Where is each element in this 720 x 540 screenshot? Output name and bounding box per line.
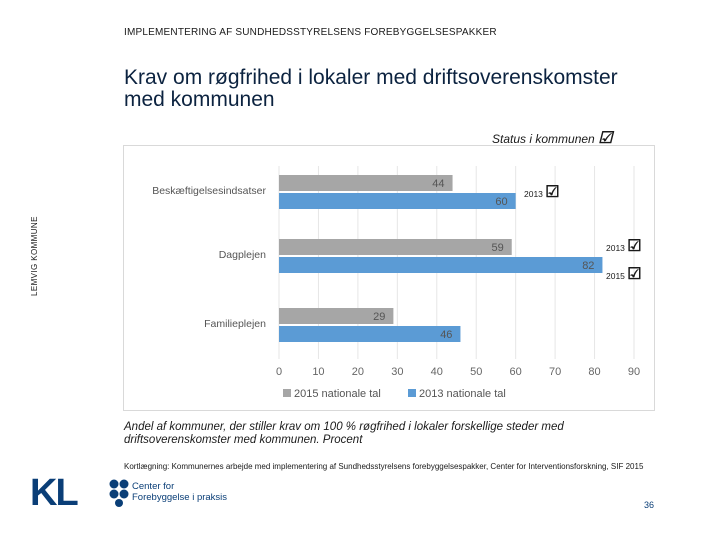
x-tick-label: 0 [276, 366, 282, 378]
x-tick-label: 70 [549, 366, 561, 378]
check-mark-icon: ☑ [627, 266, 642, 283]
category-label: Beskæftigelsesindsatser [152, 185, 266, 197]
cfp-logo-text: Center for Forebyggelse i praksis [132, 481, 227, 503]
chart-caption: Andel af kommuner, der stiller krav om 1… [124, 421, 564, 446]
bar [279, 308, 394, 324]
x-tick-label: 10 [312, 366, 324, 378]
check-mark-icon: ☑ [598, 130, 613, 147]
legend-label: 2013 nationale tal [419, 388, 506, 400]
status-year-label: 2013 [524, 189, 543, 199]
data-label: 59 [491, 242, 503, 254]
status-label-text: Status i kommunen [492, 132, 595, 146]
kl-logo: KL [30, 472, 79, 514]
x-tick-label: 50 [470, 366, 482, 378]
category-label: Familieplejen [204, 318, 266, 330]
status-label: Status i kommunen ☑ [492, 128, 612, 148]
x-tick-label: 30 [391, 366, 403, 378]
page-number: 36 [644, 500, 655, 510]
cfp-line-2: Forebyggelse i praksis [132, 492, 228, 503]
bar [279, 175, 453, 191]
side-label: LEMVIG KOMMUNE [30, 216, 39, 296]
x-tick-label: 40 [431, 366, 443, 378]
x-tick-label: 80 [588, 366, 600, 378]
status-year-label: 2013 [606, 243, 625, 253]
legend-label: 2015 nationale tal [294, 388, 381, 400]
bar [279, 326, 461, 342]
data-label: 82 [582, 260, 594, 272]
legend-swatch [408, 389, 416, 397]
status-year-dagplejen-1: 2013 ☑ [606, 236, 642, 256]
status-year-beskaeftigelse: 2013 ☑ [524, 182, 560, 202]
cfp-line-1: Center for [132, 481, 175, 492]
bar-chart: 0 10 20 30 40 50 60 70 80 90 Beskæftigelsesindsats… [152, 166, 640, 400]
check-mark-icon: ☑ [545, 184, 560, 201]
data-label: 60 [495, 196, 507, 208]
data-label: 44 [432, 178, 444, 190]
source-note: Kortlægning: Kommunernes arbejde med imp… [124, 462, 644, 471]
category-label: Dagplejen [219, 249, 266, 261]
x-tick-label: 60 [510, 366, 522, 378]
check-mark-icon: ☑ [627, 238, 642, 255]
status-year-label: 2015 [606, 271, 625, 281]
data-label: 46 [440, 329, 452, 341]
bar [279, 257, 603, 273]
header-text: IMPLEMENTERING AF SUNDHEDSSTYRELSENS FOR… [124, 27, 497, 38]
bar [279, 193, 516, 209]
slide-title: Krav om røgfrihed i lokaler med driftsov… [124, 66, 618, 111]
legend-swatch [283, 389, 291, 397]
chart-frame: 0 10 20 30 40 50 60 70 80 90 Beskæftigelsesindsats… [123, 145, 655, 411]
bar [279, 239, 512, 255]
x-tick-label: 20 [352, 366, 364, 378]
cfp-logo-icon [109, 479, 129, 507]
data-label: 29 [373, 311, 385, 323]
status-year-dagplejen-2: 2015 ☑ [606, 264, 642, 284]
x-tick-label: 90 [628, 366, 640, 378]
